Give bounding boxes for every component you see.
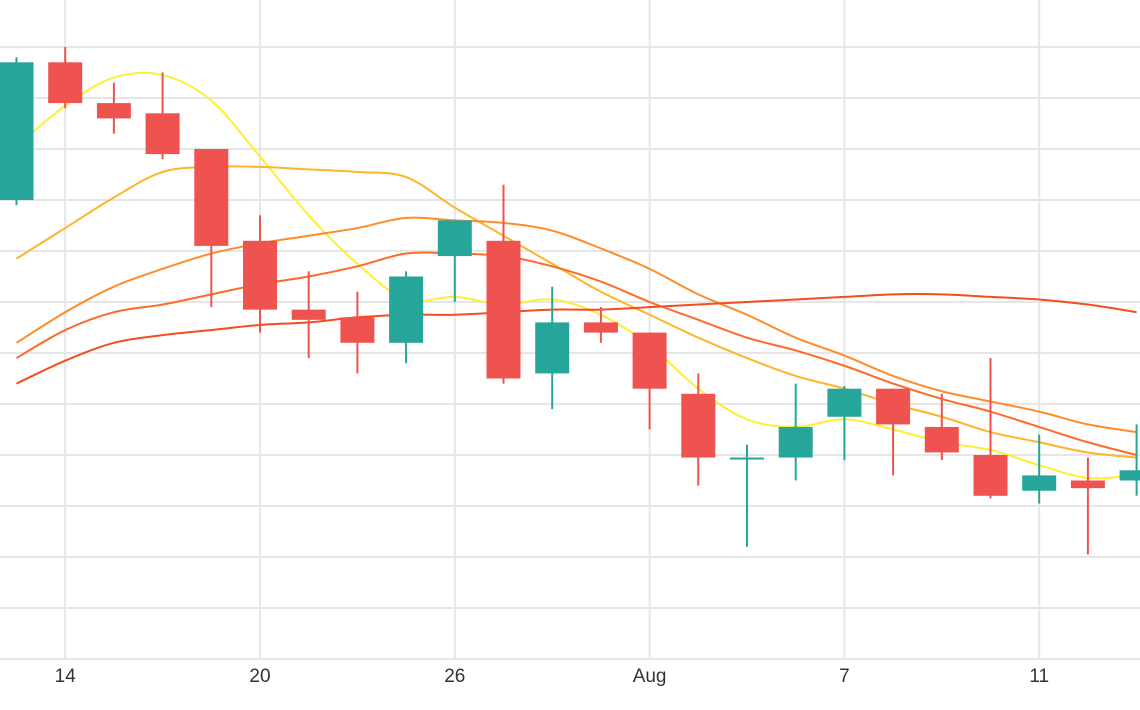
candle: [1119, 424, 1140, 496]
x-tick-label: 11: [1029, 666, 1049, 687]
candle: [340, 291, 375, 374]
candle: [730, 444, 764, 547]
candle-body: [145, 113, 180, 155]
candle-body: [1070, 480, 1105, 489]
candle-body: [827, 388, 862, 417]
x-axis-tick-labels: 14 20 26 Aug 7 11: [55, 666, 1049, 687]
candle: [437, 220, 472, 302]
x-tick-label: 26: [444, 666, 465, 687]
x-tick-label: 14: [55, 666, 77, 687]
candle: [827, 386, 862, 461]
candle: [194, 149, 229, 308]
x-tick-label: Aug: [633, 666, 667, 687]
candles: [0, 47, 1140, 555]
candle: [0, 57, 34, 206]
candle: [924, 393, 959, 461]
candle-body: [681, 393, 716, 458]
candle-body: [291, 309, 326, 320]
x-tick-label: 7: [839, 666, 850, 687]
candle: [681, 373, 716, 486]
candle: [145, 72, 180, 160]
candle-body: [243, 240, 277, 310]
candle: [632, 332, 667, 430]
candle-body: [778, 426, 813, 458]
candle-body: [583, 322, 618, 333]
candle: [778, 383, 813, 481]
candle-body: [1022, 475, 1057, 491]
candle-body: [389, 276, 424, 343]
candle: [96, 82, 131, 134]
candle-body: [730, 457, 764, 460]
moving-average-line-1: [15, 71, 1137, 480]
candle: [583, 307, 618, 343]
candle-body: [1119, 470, 1140, 481]
candle: [243, 215, 277, 333]
candle-body: [340, 317, 375, 343]
candle-body: [924, 426, 959, 453]
candle-body: [96, 103, 131, 119]
candle: [389, 271, 424, 364]
moving-average-line-5: [16, 293, 1137, 385]
candle: [48, 47, 83, 109]
candle: [1070, 457, 1105, 555]
candle-body: [194, 149, 229, 246]
candle-body: [535, 322, 570, 374]
candle-body: [973, 455, 1008, 496]
candle-body: [876, 388, 911, 425]
candle: [535, 286, 570, 410]
x-tick-label: 20: [249, 666, 270, 687]
candle-body: [632, 332, 667, 389]
candle: [486, 184, 521, 384]
moving-average-lines: [15, 71, 1137, 480]
horizontal-gridlines: [0, 46, 1140, 660]
candle: [876, 388, 911, 476]
candle-body: [0, 62, 34, 200]
candle-body: [486, 240, 521, 379]
moving-average-line-4: [16, 251, 1137, 456]
candle: [291, 271, 326, 359]
candle-body: [437, 220, 472, 257]
candle: [1022, 434, 1057, 504]
candle-body: [48, 62, 83, 104]
moving-average-line-2: [15, 165, 1137, 459]
candle: [973, 358, 1008, 499]
moving-average-line-3: [15, 216, 1137, 434]
